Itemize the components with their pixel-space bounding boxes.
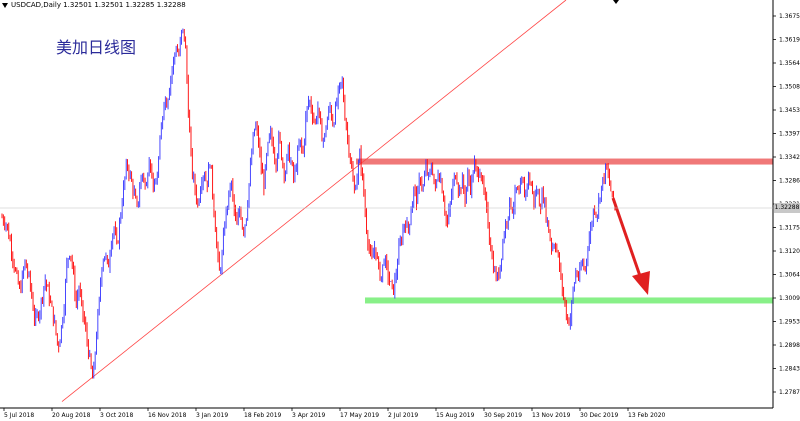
forecast-arrow-head [632,271,650,295]
x-tick-label: 13 Nov 2019 [532,412,571,419]
current-price-tag: 1.32288 [774,203,800,213]
y-tick-label: 1.31200 [779,248,800,255]
x-tick-label: 30 Dec 2019 [580,412,619,419]
y-tick-label: 1.28430 [779,366,800,373]
x-tick-label: 3 Apr 2019 [292,412,325,419]
trendline [61,0,567,402]
y-tick-label: 1.29535 [779,319,800,326]
y-tick-label: 1.34530 [779,107,800,114]
y-tick-label: 1.36195 [779,37,800,44]
y-tick-label: 1.36750 [779,13,800,20]
y-tick-label: 1.35085 [779,84,800,91]
chart-shift-marker-icon[interactable] [613,0,619,4]
x-tick-label: 30 Sep 2019 [484,412,522,419]
y-tick-label: 1.33975 [779,131,800,138]
dropdown-triangle-icon[interactable] [2,2,8,8]
y-tick-label: 1.30090 [779,295,800,302]
y-tick-label: 1.35640 [779,60,800,67]
x-tick-label: 18 Feb 2019 [244,412,282,419]
y-tick-label: 1.31755 [779,225,800,232]
x-tick-label: 16 Nov 2018 [148,412,187,419]
x-tick-label: 2 Jul 2019 [388,412,418,419]
y-tick-label: 1.30645 [779,272,800,279]
x-tick-label: 5 Jul 2018 [4,412,34,419]
x-tick-label: 3 Jan 2019 [196,412,228,419]
x-tick-label: 20 Aug 2018 [52,412,91,419]
x-tick-label: 15 Aug 2019 [436,412,475,419]
support-zone [365,297,773,304]
x-tick-label: 17 May 2019 [340,412,379,419]
x-tick-label: 3 Oct 2018 [100,412,133,419]
y-tick-label: 1.28980 [779,342,800,349]
symbol-ohlc-text: USDCAD,Daily 1.32501 1.32501 1.32285 1.3… [11,1,186,9]
y-tick-label: 1.33420 [779,154,800,161]
forecast-arrow-shaft [611,197,642,277]
symbol-header: USDCAD,Daily 1.32501 1.32501 1.32285 1.3… [2,1,186,9]
x-tick-label: 13 Feb 2020 [628,412,666,419]
chart-title: 美加日线图 [56,38,137,57]
resistance-zone [356,158,773,165]
y-tick-label: 1.32865 [779,178,800,185]
